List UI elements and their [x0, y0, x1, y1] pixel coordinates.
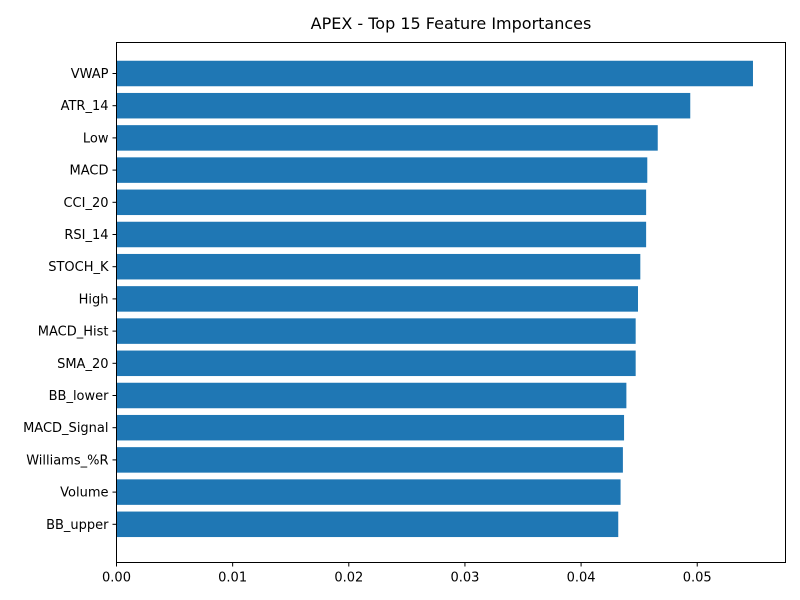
y-tick-label-rsi-14: RSI_14	[64, 228, 108, 243]
x-tick-label-2: 0.02	[334, 571, 363, 586]
y-tick-label-stoch-k: STOCH_K	[48, 260, 109, 275]
y-tick-label-bb-upper: BB_upper	[46, 518, 109, 533]
x-tick-label-0: 0.00	[102, 571, 131, 586]
bar-sma-20	[116, 350, 636, 377]
y-tick-label-williams-r: Williams_%R	[26, 453, 108, 468]
y-tick-label-sma-20: SMA_20	[57, 357, 108, 372]
y-tick-label-vwap: VWAP	[71, 67, 109, 82]
y-axis-ticks: VWAP ATR_14 Low MACD CCI_20 RSI_14 STOCH_K High…	[23, 67, 117, 533]
x-tick-label-4: 0.04	[567, 571, 596, 586]
chart-title: APEX - Top 15 Feature Importances	[311, 14, 592, 33]
y-tick-label-macd-hist: MACD_Hist	[38, 325, 109, 340]
x-tick-label-3: 0.03	[450, 571, 479, 586]
bar-cci-20	[116, 189, 647, 216]
y-tick-label-macd-signal: MACD_Signal	[23, 421, 108, 436]
y-tick-label-high: High	[79, 292, 109, 307]
bar-high	[116, 286, 638, 312]
x-axis-ticks: 0.00 0.01 0.02 0.03 0.04 0.05	[102, 562, 712, 586]
bar-stoch-k	[116, 253, 641, 280]
plot-frame	[116, 42, 786, 563]
y-tick-label-atr-14: ATR_14	[61, 99, 109, 114]
y-tick-label-low: Low	[83, 131, 109, 146]
y-tick-label-macd: MACD	[70, 164, 109, 179]
bar-volume	[116, 479, 621, 505]
y-tick-label-bb-lower: BB_lower	[49, 389, 110, 404]
bar-bb-lower	[116, 382, 627, 409]
x-tick-label-5: 0.05	[683, 571, 712, 586]
bar-rsi-14	[116, 221, 647, 248]
bar-macd-hist	[116, 318, 636, 344]
bar-vwap	[116, 60, 753, 87]
bar-macd-signal	[116, 414, 625, 441]
y-tick-label-cci-20: CCI_20	[63, 196, 108, 211]
x-tick-label-1: 0.01	[218, 571, 247, 586]
bar-bb-upper	[116, 511, 619, 538]
y-tick-label-volume: Volume	[60, 486, 108, 501]
bar-williams-r	[116, 447, 623, 473]
bar-atr-14	[116, 92, 691, 119]
bar-macd	[116, 157, 648, 183]
bar-low	[116, 125, 658, 151]
bars-group	[116, 60, 753, 538]
